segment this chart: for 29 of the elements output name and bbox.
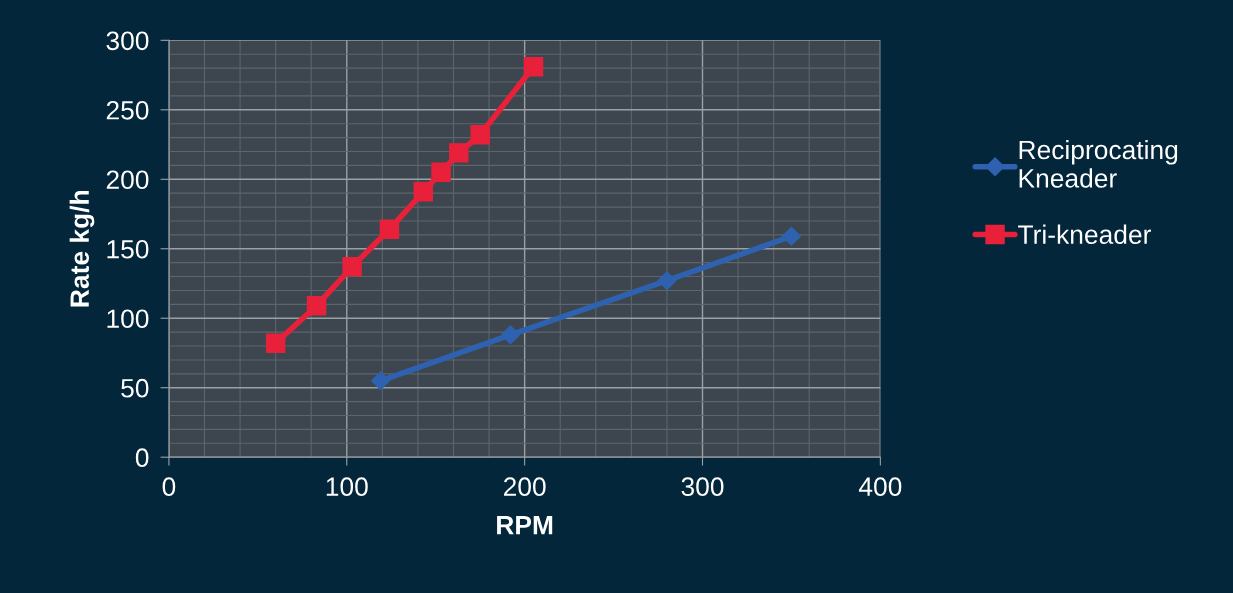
y-axis-title: Rate kg/h (69, 191, 95, 307)
y-tick-label: 250 (106, 100, 149, 120)
x-axis-title: RPM (497, 516, 553, 535)
x-tick-label: 0 (162, 477, 176, 497)
y-tick-label: 300 (106, 31, 149, 51)
point (470, 125, 490, 145)
y-tick-label: 100 (107, 309, 149, 329)
y-tick-label: 200 (106, 170, 149, 190)
x-tick-label: 300 (681, 477, 724, 497)
point (449, 143, 469, 163)
point (379, 219, 400, 240)
point (371, 371, 391, 391)
point (413, 182, 433, 202)
y-tick-label: 50 (121, 378, 149, 398)
point (265, 333, 286, 353)
legend-label: Tri-kneader (1018, 224, 1151, 244)
point (523, 57, 544, 77)
x-tick-label: 200 (503, 477, 546, 497)
legend-label: Reciprocating Kneader (1019, 139, 1178, 188)
point (342, 257, 362, 277)
y-tick-label: 150 (107, 239, 149, 259)
x-tick-label: 400 (858, 477, 902, 497)
point (500, 325, 520, 345)
point (306, 296, 327, 316)
point (657, 271, 677, 291)
point (781, 226, 801, 246)
point (431, 162, 451, 183)
y-tick-label: 0 (135, 448, 149, 468)
x-tick-label: 100 (326, 477, 368, 497)
